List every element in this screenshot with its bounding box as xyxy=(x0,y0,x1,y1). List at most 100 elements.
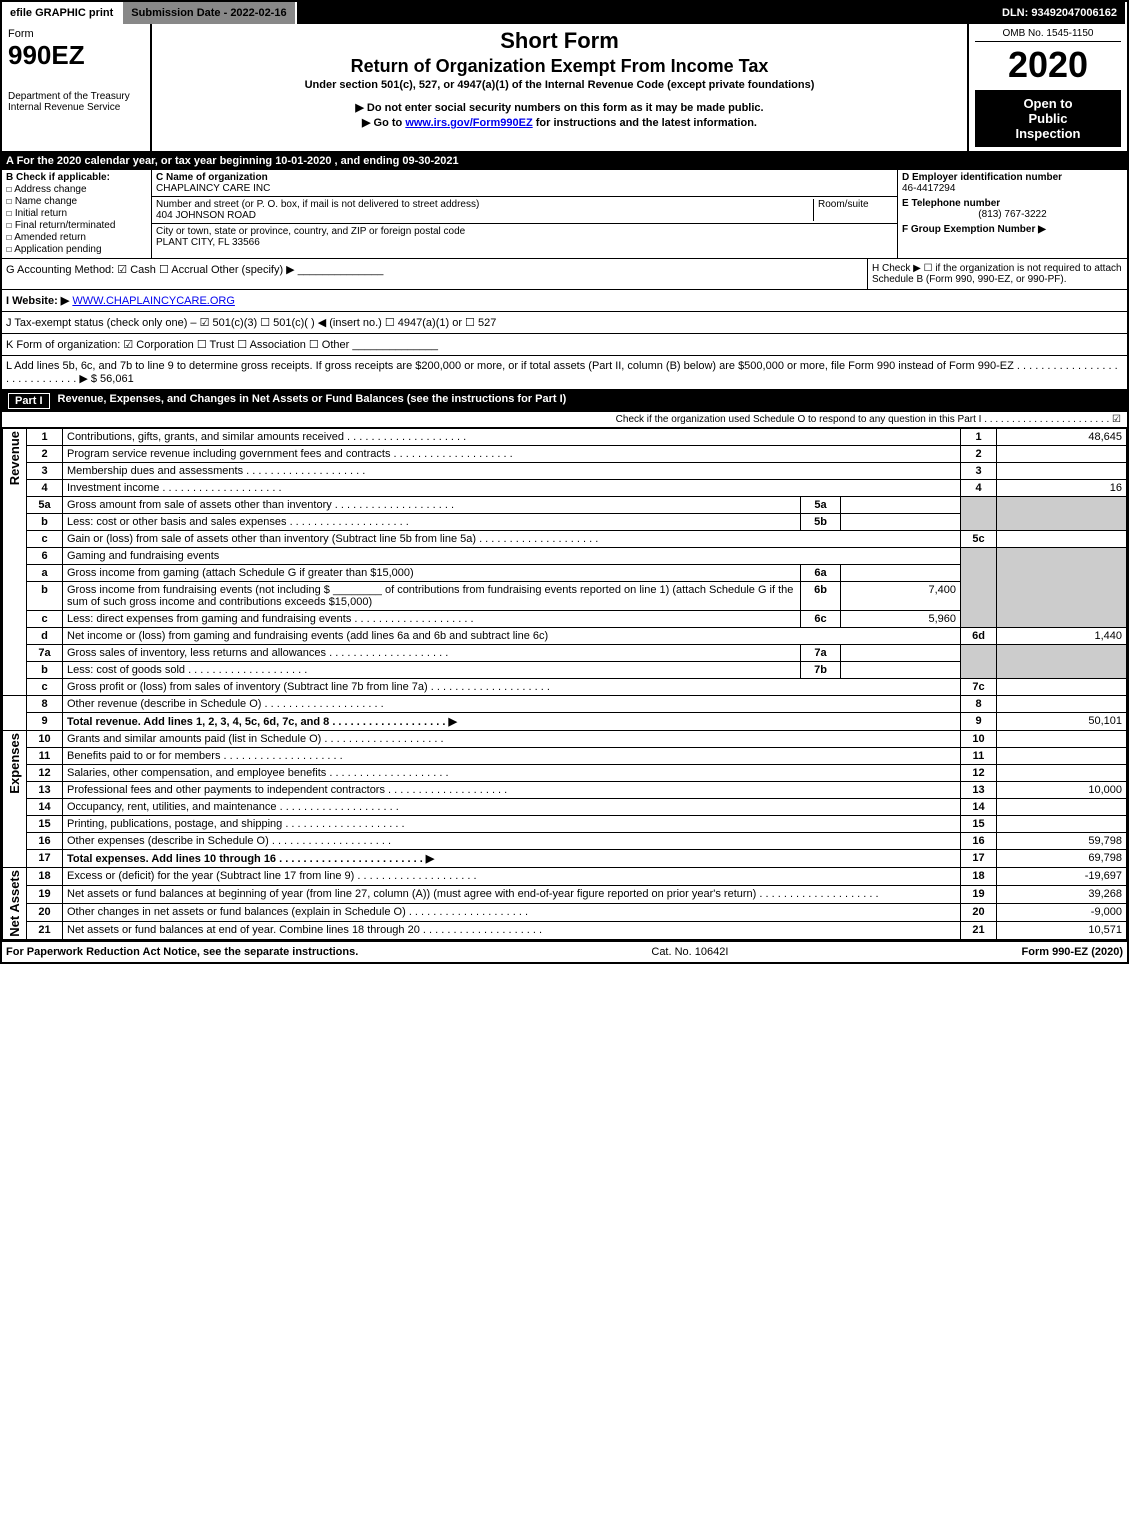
website-link[interactable]: WWW.CHAPLAINCYCARE.ORG xyxy=(72,295,235,307)
line-3-amt xyxy=(997,463,1127,480)
form-number: 990EZ xyxy=(8,40,144,71)
line-9-desc: Total revenue. Add lines 1, 2, 3, 4, 5c,… xyxy=(63,713,961,731)
line-21-desc: Net assets or fund balances at end of ye… xyxy=(63,921,961,939)
line-8-amt xyxy=(997,696,1127,713)
page-footer: For Paperwork Reduction Act Notice, see … xyxy=(2,940,1127,962)
line-4-desc: Investment income xyxy=(63,480,961,497)
line-15-num: 15 xyxy=(27,816,63,833)
line-8-desc: Other revenue (describe in Schedule O) xyxy=(63,696,961,713)
line-20-num: 20 xyxy=(27,903,63,921)
part-i-table: Revenue 1 Contributions, gifts, grants, … xyxy=(2,428,1127,940)
org-street: 404 JOHNSON ROAD xyxy=(156,210,256,221)
line-5a-sval xyxy=(841,497,961,514)
section-c: C Name of organization CHAPLAINCY CARE I… xyxy=(152,170,897,258)
form-title-main: Return of Organization Exempt From Incom… xyxy=(158,56,961,77)
c-city-label: City or town, state or province, country… xyxy=(156,226,465,237)
line-6c-sub: 6c xyxy=(801,611,841,628)
line-18-ref: 18 xyxy=(961,868,997,886)
line-7c-desc: Gross profit or (loss) from sales of inv… xyxy=(63,679,961,696)
line-5a-num: 5a xyxy=(27,497,63,514)
part-i-title: Revenue, Expenses, and Changes in Net As… xyxy=(58,393,567,409)
line-18-num: 18 xyxy=(27,868,63,886)
submission-date: Submission Date - 2022-02-16 xyxy=(123,2,296,24)
line-5a-desc: Gross amount from sale of assets other t… xyxy=(63,497,801,514)
ein-value: 46-4417294 xyxy=(902,183,1123,194)
line-20-amt: -9,000 xyxy=(997,903,1127,921)
dln: DLN: 93492047006162 xyxy=(994,2,1127,24)
line-6b-num: b xyxy=(27,582,63,611)
dept-treasury: Department of the Treasury xyxy=(8,91,144,102)
line-5b-num: b xyxy=(27,514,63,531)
form-header: Form 990EZ Department of the Treasury In… xyxy=(2,24,1127,153)
chk-application-pending[interactable]: ☐ Application pending xyxy=(6,244,147,255)
efile-print-button[interactable]: efile GRAPHIC print xyxy=(2,2,123,24)
line-5a-sub: 5a xyxy=(801,497,841,514)
line-17-ref: 17 xyxy=(961,850,997,868)
line-18-amt: -19,697 xyxy=(997,868,1127,886)
irs-link[interactable]: www.irs.gov/Form990EZ xyxy=(405,117,532,129)
form-990ez: efile GRAPHIC print Submission Date - 20… xyxy=(0,0,1129,964)
org-city: PLANT CITY, FL 33566 xyxy=(156,237,260,248)
net-assets-label: Net Assets xyxy=(7,870,22,937)
form-word: Form xyxy=(8,28,144,40)
line-10-num: 10 xyxy=(27,731,63,748)
link-suffix: for instructions and the latest informat… xyxy=(533,117,757,129)
c-street-label: Number and street (or P. O. box, if mail… xyxy=(156,199,479,210)
form-warning-ssn: ▶ Do not enter social security numbers o… xyxy=(158,101,961,114)
c-name-label: C Name of organization xyxy=(156,172,268,183)
open-line3: Inspection xyxy=(977,126,1119,141)
line-10-amt xyxy=(997,731,1127,748)
line-9-ref: 9 xyxy=(961,713,997,731)
line-7b-sval xyxy=(841,662,961,679)
tax-year: 2020 xyxy=(975,44,1121,86)
line-12-desc: Salaries, other compensation, and employ… xyxy=(63,765,961,782)
website-label: I Website: ▶ xyxy=(6,295,69,307)
line-6b-sval: 7,400 xyxy=(841,582,961,611)
line-2-desc: Program service revenue including govern… xyxy=(63,446,961,463)
line-6a-desc: Gross income from gaming (attach Schedul… xyxy=(63,565,801,582)
tel-label: E Telephone number xyxy=(902,198,1123,209)
line-7c-num: c xyxy=(27,679,63,696)
line-5ab-shade-amt xyxy=(997,497,1127,531)
line-6a-sval xyxy=(841,565,961,582)
line-21-ref: 21 xyxy=(961,921,997,939)
chk-initial-return[interactable]: ☐ Initial return xyxy=(6,208,147,219)
row-a-tax-year: A For the 2020 calendar year, or tax yea… xyxy=(2,153,1127,170)
chk-amended-return[interactable]: ☐ Amended return xyxy=(6,232,147,243)
line-5ab-shade xyxy=(961,497,997,531)
line-5b-sub: 5b xyxy=(801,514,841,531)
line-3-desc: Membership dues and assessments xyxy=(63,463,961,480)
line-6a-num: a xyxy=(27,565,63,582)
line-6-num: 6 xyxy=(27,548,63,565)
line-11-num: 11 xyxy=(27,748,63,765)
group-exemption-label: F Group Exemption Number ▶ xyxy=(902,224,1123,235)
footer-cat-no: Cat. No. 10642I xyxy=(651,946,728,958)
line-16-ref: 16 xyxy=(961,833,997,850)
line-3-num: 3 xyxy=(27,463,63,480)
line-6c-desc: Less: direct expenses from gaming and fu… xyxy=(63,611,801,628)
chk-final-return[interactable]: ☐ Final return/terminated xyxy=(6,220,147,231)
org-name: CHAPLAINCY CARE INC xyxy=(156,183,270,194)
line-6-desc: Gaming and fundraising events xyxy=(63,548,961,565)
line-11-ref: 11 xyxy=(961,748,997,765)
open-line1: Open to xyxy=(977,96,1119,111)
form-subtitle: Under section 501(c), 527, or 4947(a)(1)… xyxy=(158,79,961,91)
tel-value: (813) 767-3222 xyxy=(902,209,1123,220)
line-16-num: 16 xyxy=(27,833,63,850)
chk-name-change[interactable]: ☐ Name change xyxy=(6,196,147,207)
line-10-desc: Grants and similar amounts paid (list in… xyxy=(63,731,961,748)
chk-address-change[interactable]: ☐ Address change xyxy=(6,184,147,195)
part-i-schedule-o-check: Check if the organization used Schedule … xyxy=(2,412,1127,428)
line-18-desc: Excess or (deficit) for the year (Subtra… xyxy=(63,868,961,886)
line-5c-ref: 5c xyxy=(961,531,997,548)
line-19-desc: Net assets or fund balances at beginning… xyxy=(63,885,961,903)
line-6abc-shade xyxy=(961,548,997,628)
top-bar: efile GRAPHIC print Submission Date - 20… xyxy=(2,2,1127,24)
line-6d-ref: 6d xyxy=(961,628,997,645)
line-2-ref: 2 xyxy=(961,446,997,463)
section-d-e-f: D Employer identification number 46-4417… xyxy=(897,170,1127,258)
line-19-amt: 39,268 xyxy=(997,885,1127,903)
link-prefix: ▶ Go to xyxy=(362,117,405,129)
line-21-amt: 10,571 xyxy=(997,921,1127,939)
line-5c-amt xyxy=(997,531,1127,548)
